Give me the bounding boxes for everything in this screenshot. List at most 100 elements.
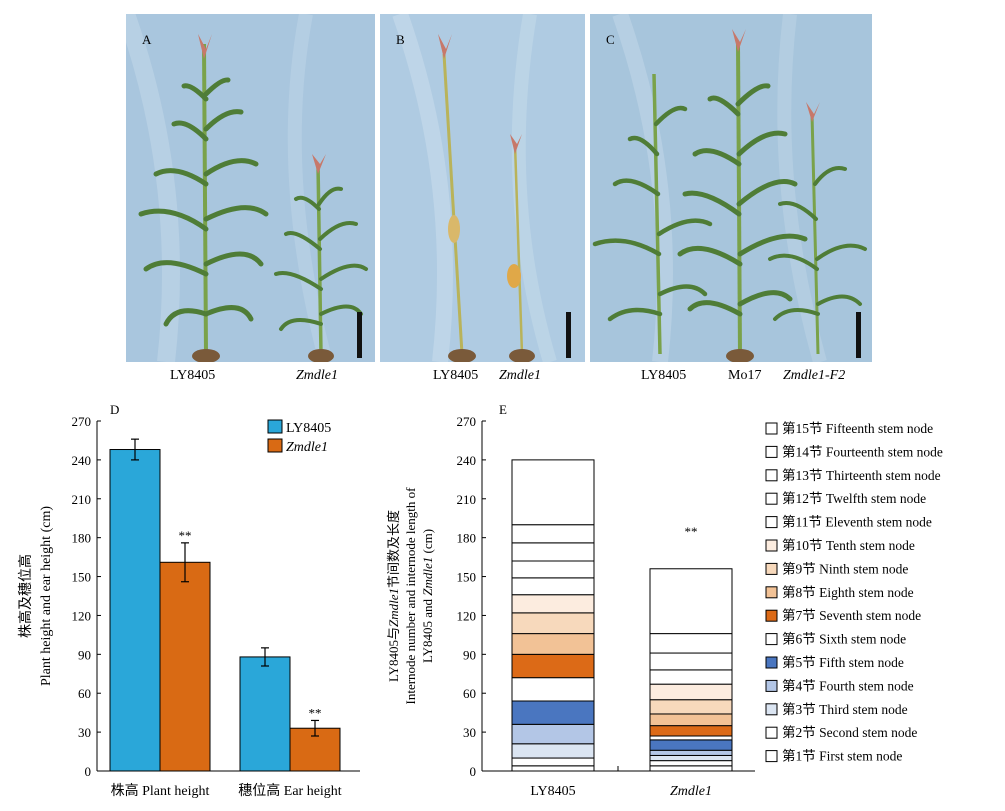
legend-label: 第14节 Fourteenth stem node	[782, 443, 943, 459]
stack-segment-ly8405-node-2	[511, 757, 595, 767]
photo-a-label-zmdle1: Zmdle1	[296, 368, 338, 383]
stack-segment-ly8405-node-13	[511, 542, 595, 562]
y-tick-label: 240	[457, 453, 477, 468]
y-tick-label: 0	[85, 764, 92, 779]
y-tick-label: 210	[457, 492, 477, 507]
legend-swatch	[765, 422, 778, 435]
legend-label: 第12节 Twelfth stem node	[782, 490, 926, 506]
y-tick-label: 180	[457, 531, 477, 546]
legend-label-zmdle1: Zmdle1	[286, 440, 328, 455]
legend-swatch	[765, 633, 778, 646]
legend-swatch	[765, 469, 778, 482]
panel-letter-c: C	[606, 32, 615, 47]
photo-c-label-mo17: Mo17	[728, 368, 762, 383]
y-tick-label: 180	[72, 531, 92, 546]
y-tick-label: 270	[457, 414, 477, 429]
legend-swatch	[765, 492, 778, 505]
stack-segment-zmdle1-node-12	[649, 652, 733, 671]
x-category-label: Zmdle1	[670, 784, 712, 799]
legend-swatch	[765, 750, 778, 763]
legend-swatch-zmdle1	[267, 438, 283, 453]
bar-ly8405	[239, 656, 291, 772]
legend-label: 第7节 Seventh stem node	[782, 607, 921, 623]
scale-bar-b	[566, 312, 571, 358]
stack-segment-ly8405-node-9	[511, 612, 595, 635]
y-axis-label-cn: 株高及穗位高	[17, 554, 34, 638]
photo-c-label-ly8405: LY8405	[641, 368, 687, 383]
panel-letter-b: B	[396, 32, 405, 47]
photo-panel-c: C	[590, 14, 872, 362]
photo-b-illustration	[380, 14, 585, 362]
stack-segment-ly8405-node-4	[511, 723, 595, 745]
y-tick-label: 0	[470, 764, 477, 779]
stack-segment-zmdle1-node-11	[649, 669, 733, 685]
x-category-label: 株高 Plant height	[111, 782, 210, 799]
significance-marker: **	[179, 528, 192, 543]
y-axis-label-en: Plant height and ear height (cm)	[39, 506, 54, 686]
legend-label: 第15节 Fifteenth stem node	[782, 420, 933, 436]
stack-segment-zmdle1-node-1	[649, 765, 733, 772]
legend-label: 第11节 Eleventh stem node	[782, 514, 932, 530]
y-tick-label: 30	[463, 725, 476, 740]
stack-segment-zmdle1-node-8	[649, 713, 733, 727]
legend-swatch	[765, 539, 778, 552]
photo-a-label-ly8405: LY8405	[170, 368, 216, 383]
panel-letter-e: E	[499, 402, 507, 417]
stack-segment-zmdle1-node-14	[649, 568, 733, 635]
stack-segment-zmdle1-node-7	[649, 725, 733, 737]
stack-segment-zmdle1-node-5	[649, 739, 733, 751]
stack-segment-ly8405-node-10	[511, 594, 595, 614]
legend-label: 第1节 First stem node	[782, 748, 902, 764]
photo-c-illustration	[590, 14, 872, 362]
stack-segment-zmdle1-node-2	[649, 760, 733, 767]
y-tick-label: 30	[78, 725, 91, 740]
legend-label: 第5节 Fifth stem node	[782, 654, 904, 670]
legend-label: 第3节 Third stem node	[782, 701, 908, 717]
legend-label: 第9节 Ninth stem node	[782, 560, 908, 576]
stack-segment-zmdle1-node-4	[649, 749, 733, 756]
legend-swatch	[765, 609, 778, 622]
y-axis-label-line-3: LY8405 and Zmdle1 (cm)	[420, 529, 435, 663]
stack-segment-ly8405-node-6	[511, 677, 595, 702]
scale-bar-a	[357, 312, 362, 358]
panel-letter-d: D	[110, 402, 120, 417]
legend-swatch	[765, 679, 778, 692]
x-category-label: 穗位高 Ear height	[238, 782, 342, 799]
y-axis-label-line-1: LY8405与Zmdle1节间数及长度	[386, 510, 401, 682]
y-tick-label: 60	[78, 686, 91, 701]
y-tick-label: 240	[72, 453, 92, 468]
bar-ly8405	[109, 449, 161, 772]
y-tick-label: 120	[457, 608, 477, 623]
y-tick-label: 60	[463, 686, 476, 701]
scale-bar-c	[856, 312, 861, 358]
legend-swatch-ly8405	[267, 419, 283, 434]
y-tick-label: 210	[72, 492, 92, 507]
y-axis-label-line-2: Internode number and internode length of	[403, 487, 418, 705]
legend-swatch	[765, 445, 778, 458]
panel-letter-a: A	[142, 32, 152, 47]
legend-swatch	[765, 562, 778, 575]
legend-swatch	[765, 703, 778, 716]
stack-segment-ly8405-node-14	[511, 524, 595, 544]
stack-segment-zmdle1-node-10	[649, 683, 733, 701]
x-category-label: LY8405	[530, 784, 575, 799]
stack-segment-ly8405-node-1	[511, 765, 595, 772]
photo-panel-a: A	[126, 14, 375, 362]
significance-marker: **	[309, 705, 322, 720]
y-tick-label: 150	[72, 570, 92, 585]
chart-e-internode-stack: 0 30 60 90 120 150 180 210 240 270 LY8405与Zmdle1节间…	[386, 414, 943, 799]
stack-segment-ly8405-node-8	[511, 633, 595, 655]
stack-segment-ly8405-node-12	[511, 560, 595, 579]
bar-zmdle1	[159, 561, 211, 772]
legend-label: 第2节 Second stem node	[782, 724, 917, 740]
legend-label: 第8节 Eighth stem node	[782, 584, 914, 600]
legend-label: 第13节 Thirteenth stem node	[782, 467, 941, 483]
photo-panel-b: B	[380, 14, 585, 362]
legend-label: 第10节 Tenth stem node	[782, 537, 915, 553]
y-tick-label: 90	[463, 647, 476, 662]
photo-b-label-ly8405: LY8405	[433, 368, 479, 383]
photo-c-label-zmdle1-f2: Zmdle1-F2	[783, 368, 846, 383]
stack-segment-zmdle1-node-3	[649, 754, 733, 762]
legend-swatch	[765, 726, 778, 739]
stack-segment-zmdle1-node-6	[649, 735, 733, 741]
